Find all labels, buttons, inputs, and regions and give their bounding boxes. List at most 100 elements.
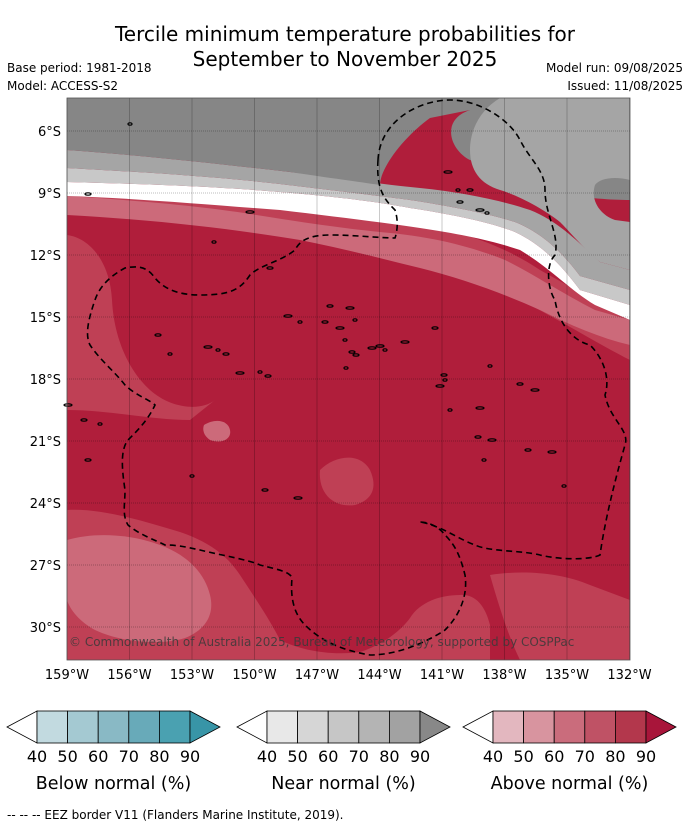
- eez-border-line: [86, 159, 467, 656]
- island: [475, 208, 485, 212]
- legend-tick-label: 80: [605, 747, 625, 766]
- legend-swatch: [158, 710, 191, 744]
- above-normal-80-region: [319, 457, 374, 506]
- island: [215, 348, 221, 352]
- legend-1: 40 50 60 70 80 90 Below normal (%): [6, 710, 221, 794]
- map-frame: [66, 97, 631, 661]
- legend-3: 40 50 60 70 80 90 Above normal (%): [462, 710, 677, 794]
- legend-swatch: [36, 710, 69, 744]
- island: [561, 484, 567, 488]
- legend-title: Near normal (%): [271, 774, 416, 794]
- island: [203, 345, 213, 349]
- legend-extend-low: [236, 710, 268, 744]
- map-title-line2: September to November 2025: [192, 47, 498, 71]
- longitude-label: 147°W: [295, 668, 339, 683]
- island: [442, 378, 448, 382]
- island: [84, 458, 92, 462]
- legend-swatch: [492, 710, 525, 744]
- island: [487, 438, 497, 442]
- island: [435, 384, 445, 388]
- island: [440, 373, 448, 377]
- island: [443, 170, 453, 174]
- island: [245, 210, 255, 214]
- island: [283, 314, 293, 318]
- islands: [63, 122, 567, 500]
- legend-tick-label: 70: [575, 747, 595, 766]
- above-normal-80-region: [67, 235, 215, 420]
- island: [343, 366, 349, 370]
- base-period: Base period: 1981-2018: [7, 61, 152, 75]
- island: [348, 350, 356, 354]
- island: [261, 488, 269, 492]
- meta-right: Model run: 09/08/2025 Issued: 11/08/2025: [546, 59, 683, 95]
- legend-extend-high: [419, 710, 451, 744]
- legend-tick-label: 50: [513, 747, 533, 766]
- near-normal-80-region: [67, 150, 630, 290]
- latitude-label: 12°S: [30, 249, 61, 264]
- island: [326, 304, 334, 308]
- island: [475, 406, 485, 410]
- legend-extend-high: [645, 710, 677, 744]
- island: [63, 403, 73, 407]
- island: [400, 340, 410, 344]
- legend-swatch: [67, 710, 99, 744]
- legend-swatch: [615, 710, 647, 744]
- latitude-labels: 6°S 9°S 12°S 15°S 18°S 21°S 24°S 27°S 30°S: [30, 125, 61, 636]
- island: [167, 352, 173, 356]
- latitude-label: 18°S: [30, 373, 61, 388]
- longitude-labels: 159°W 156°W 153°W 150°W 147°W 144°W 141°W 138°W…: [45, 668, 652, 683]
- island: [352, 353, 360, 357]
- near-normal-80-region: [470, 98, 630, 270]
- model-run: Model run: 09/08/2025: [545, 61, 683, 75]
- legend-tick-label: 40: [257, 747, 277, 766]
- legend-swatch: [358, 710, 390, 744]
- longitude-label: 138°W: [482, 668, 526, 683]
- longitude-label: 144°W: [357, 668, 401, 683]
- eez-border-line: [377, 99, 627, 560]
- longitude-label: 150°W: [232, 668, 276, 683]
- island: [367, 346, 377, 350]
- meta-left: Base period: 1981-2018 Model: ACCESS-S2: [7, 59, 152, 95]
- island: [211, 240, 217, 244]
- legend-swatch: [584, 710, 616, 744]
- island: [80, 418, 88, 422]
- island: [127, 122, 133, 126]
- island: [466, 188, 474, 192]
- longitude-label: 141°W: [420, 668, 464, 683]
- legend-tick-label: 50: [287, 747, 307, 766]
- legend-tick-label: 90: [180, 747, 200, 766]
- longitude-label: 132°W: [607, 668, 651, 683]
- legend-swatch: [523, 710, 555, 744]
- island: [487, 364, 493, 368]
- near-normal-70-region: [67, 168, 630, 305]
- probability-field: [67, 98, 630, 660]
- latitude-label: 21°S: [30, 435, 61, 450]
- island: [431, 326, 439, 330]
- legend-extend-high: [189, 710, 221, 744]
- island: [456, 200, 464, 204]
- island: [516, 382, 524, 386]
- latitude-label: 24°S: [30, 497, 61, 512]
- island: [97, 422, 103, 426]
- legend-swatch: [97, 710, 130, 744]
- longitude-label: 153°W: [170, 668, 214, 683]
- island: [257, 370, 263, 374]
- island: [84, 192, 92, 196]
- legend-title: Above normal (%): [491, 774, 649, 794]
- latitude-label: 27°S: [30, 559, 61, 574]
- legend-swatch: [388, 710, 421, 744]
- island: [342, 338, 348, 342]
- island: [524, 448, 532, 452]
- above-normal-70-region: [203, 420, 231, 442]
- island: [154, 333, 162, 337]
- island: [335, 326, 345, 330]
- legend-tick-label: 50: [57, 747, 77, 766]
- legend-tick-label: 90: [410, 747, 430, 766]
- eez-borders: [86, 99, 627, 656]
- above-normal-70-region: [67, 196, 630, 345]
- island: [293, 496, 303, 500]
- legend-tick-label: 70: [119, 747, 139, 766]
- island: [352, 318, 358, 322]
- island: [530, 388, 540, 392]
- issued-date: Issued: 11/08/2025: [567, 79, 683, 93]
